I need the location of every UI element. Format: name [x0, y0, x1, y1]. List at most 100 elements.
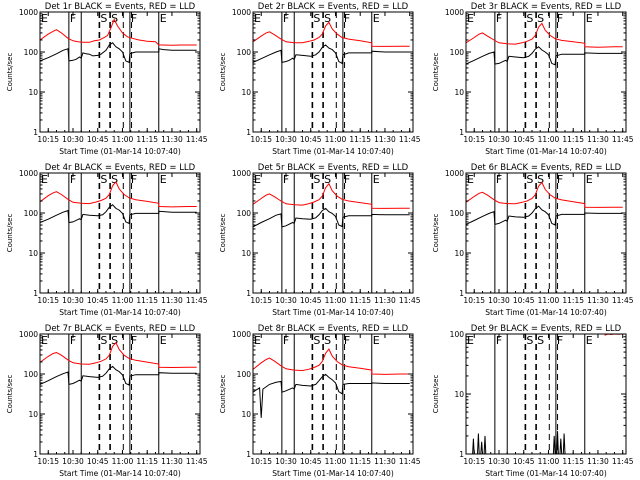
x-tick-label: 11:00 [112, 457, 134, 466]
x-tick-label: 11:45 [399, 135, 421, 144]
y-tick-label: 1000 [232, 169, 251, 178]
plot-frame [39, 333, 201, 455]
panel-det-1: Det 1r BLACK = Events, RED = LLD Counts/s… [6, 2, 208, 156]
y-tick-label: 100 [450, 330, 465, 339]
panel-det-3: Det 3r BLACK = Events, RED = LLD Counts/s… [432, 2, 634, 156]
y-tick-label: 100 [450, 209, 465, 218]
region-marker-label: S [100, 334, 107, 347]
x-tick-label: 11:00 [538, 457, 560, 466]
y-tick-label: 10 [454, 390, 464, 399]
x-tick-label: 10:15 [463, 457, 485, 466]
region-marker-label: S [111, 334, 118, 347]
y-tick-label: 1 [459, 450, 464, 459]
y-tick-label: 1000 [445, 169, 464, 178]
region-marker-label: E [373, 173, 380, 186]
y-axis-label: Counts/sec [432, 375, 440, 414]
panel-title: Det 1r BLACK = Events, RED = LLD [45, 2, 196, 12]
x-axis-label: Start Time (01-Mar-14 10:07:40) [59, 308, 181, 317]
y-axis-label: Counts/sec [6, 53, 14, 92]
x-axis-label: Start Time (01-Mar-14 10:07:40) [59, 469, 181, 478]
region-marker-label: S [526, 173, 533, 186]
x-tick-label: 11:15 [562, 457, 584, 466]
y-tick-label: 10 [28, 249, 38, 258]
y-tick-label: 100 [237, 370, 252, 379]
series-line-events [253, 373, 410, 418]
plot-frame [252, 333, 414, 455]
x-tick-label: 10:15 [463, 135, 485, 144]
panel-det-5: Det 5r BLACK = Events, RED = LLD Counts/s… [219, 163, 421, 317]
x-tick-label: 11:15 [562, 135, 584, 144]
region-marker-label: E [41, 334, 48, 347]
region-marker-label: E [41, 173, 48, 186]
x-tick-label: 10:15 [463, 296, 485, 305]
region-marker-label: S [526, 334, 533, 347]
y-tick-label: 1 [246, 289, 251, 298]
region-marker-label: F [344, 173, 350, 186]
region-marker-label: F [131, 334, 137, 347]
panel-title: Det 7r BLACK = Events, RED = LLD [45, 324, 196, 334]
x-axis-label: Start Time (01-Mar-14 10:07:40) [272, 308, 394, 317]
x-tick-label: 11:00 [325, 296, 347, 305]
y-axis-label: Counts/sec [6, 375, 14, 414]
series-line-events [466, 431, 623, 454]
x-axis-label: Start Time (01-Mar-14 10:07:40) [485, 469, 607, 478]
y-tick-label: 100 [24, 370, 39, 379]
y-tick-label: 1 [246, 128, 251, 137]
region-marker-label: E [586, 173, 593, 186]
region-marker-label: S [537, 12, 544, 25]
region-marker-label: S [537, 173, 544, 186]
x-tick-label: 11:45 [612, 135, 634, 144]
y-tick-label: 10 [241, 88, 251, 97]
region-marker-label: S [313, 12, 320, 25]
series-line-lld [253, 348, 410, 375]
x-tick-label: 11:30 [587, 135, 609, 144]
series-line-events [40, 42, 197, 64]
series-line-events [253, 44, 410, 65]
panel-det-2: Det 2r BLACK = Events, RED = LLD Counts/s… [219, 2, 421, 156]
y-tick-label: 1 [459, 289, 464, 298]
panel-det-8: Det 8r BLACK = Events, RED = LLD Counts/s… [219, 324, 421, 478]
x-tick-label: 11:00 [538, 135, 560, 144]
y-tick-label: 1 [33, 450, 38, 459]
x-tick-label: 11:30 [374, 296, 396, 305]
region-marker-label: F [131, 173, 137, 186]
plot-frame [465, 11, 627, 133]
x-tick-label: 10:30 [275, 296, 297, 305]
region-marker-label: F [344, 12, 350, 25]
series-line-events [466, 46, 623, 66]
y-tick-label: 1000 [19, 8, 38, 17]
y-tick-label: 100 [24, 48, 39, 57]
region-marker-label: F [283, 12, 289, 25]
plot-frame [39, 172, 201, 294]
series-line-lld [466, 181, 623, 208]
x-tick-label: 10:15 [37, 135, 59, 144]
x-tick-label: 10:15 [250, 296, 272, 305]
region-marker-label: E [373, 334, 380, 347]
y-tick-label: 1 [459, 128, 464, 137]
x-tick-label: 10:45 [300, 457, 322, 466]
series-line-lld [253, 21, 410, 47]
y-axis-label: Counts/sec [219, 375, 227, 414]
x-tick-label: 10:45 [300, 135, 322, 144]
x-tick-label: 11:00 [325, 457, 347, 466]
series-line-lld [466, 22, 623, 48]
series-line-events [40, 365, 197, 386]
series-line-events [466, 205, 623, 226]
x-tick-label: 10:45 [300, 296, 322, 305]
panel-det-4: Det 4r BLACK = Events, RED = LLD Counts/s… [6, 163, 208, 317]
x-tick-label: 10:30 [275, 135, 297, 144]
x-tick-label: 11:15 [562, 296, 584, 305]
y-tick-label: 100 [450, 48, 465, 57]
x-axis-label: Start Time (01-Mar-14 10:07:40) [272, 147, 394, 156]
region-marker-label: E [254, 334, 261, 347]
series-line-events [40, 204, 197, 225]
y-axis-label: Counts/sec [219, 53, 227, 92]
panel-title: Det 3r BLACK = Events, RED = LLD [471, 2, 622, 12]
region-marker-label: S [324, 173, 331, 186]
panel-title: Det 6r BLACK = Events, RED = LLD [471, 163, 622, 173]
x-tick-label: 11:30 [587, 296, 609, 305]
region-marker-label: F [557, 12, 563, 25]
region-marker-label: S [313, 334, 320, 347]
